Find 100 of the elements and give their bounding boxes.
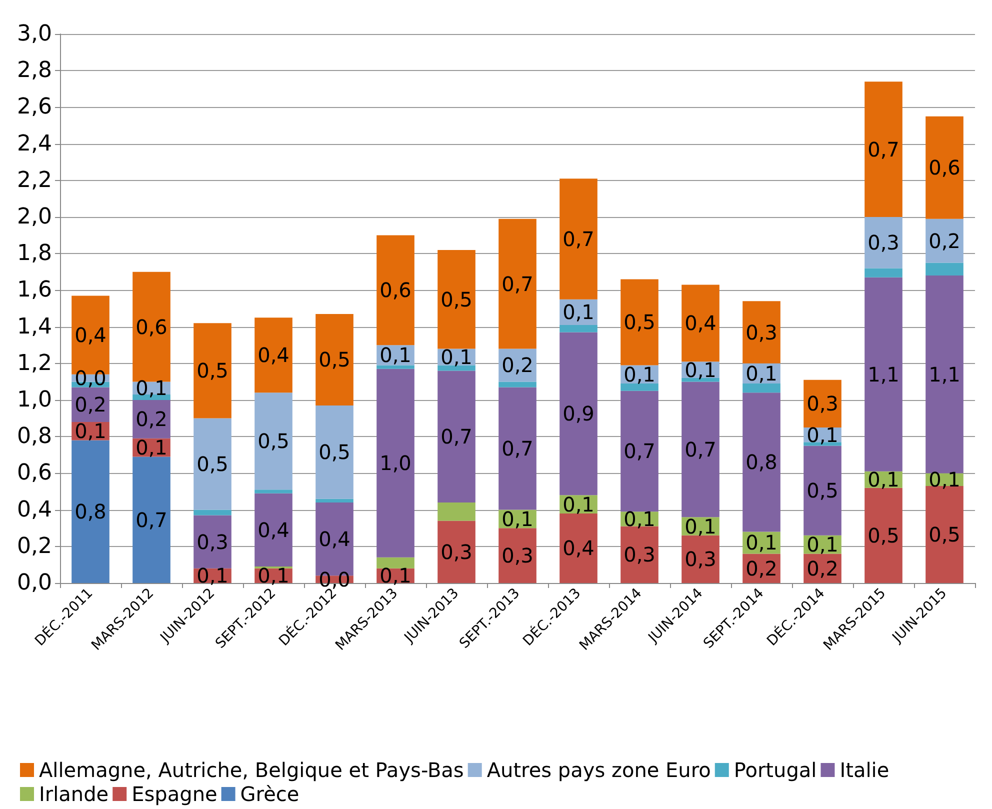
data-label: 0,1	[136, 436, 168, 460]
data-label: 0,1	[74, 419, 106, 444]
data-label: 0,7	[684, 437, 716, 462]
legend-label: Italie	[840, 758, 890, 782]
bar	[194, 510, 232, 516]
data-label: 0,5	[318, 348, 350, 372]
bar	[498, 528, 536, 583]
data-label: 0,5	[258, 429, 290, 454]
data-label: 0,1	[502, 506, 534, 531]
data-label: 0,1	[684, 358, 716, 382]
bar	[376, 365, 414, 369]
legend-label: Portugal	[734, 758, 817, 782]
data-label: 0,1	[136, 376, 168, 400]
y-tick-label: 1,6	[17, 278, 52, 303]
bar	[438, 520, 476, 583]
bar	[72, 440, 110, 583]
bar	[560, 513, 598, 583]
data-label: 0,5	[196, 452, 228, 476]
data-label: 0,1	[868, 468, 900, 492]
data-label: 0,3	[684, 547, 716, 572]
y-tick-label: 0,4	[17, 497, 52, 522]
data-label: 0,4	[562, 536, 594, 560]
data-label: 0,1	[380, 564, 412, 588]
legend-label: Allemagne, Autriche, Belgique et Pays-Bas	[39, 758, 464, 782]
y-tick-label: 2,2	[17, 168, 52, 193]
bar	[194, 323, 232, 418]
bar	[254, 318, 292, 393]
data-label: 0,5	[318, 440, 350, 464]
bar	[926, 262, 964, 276]
data-label: 0,3	[440, 540, 472, 564]
data-label: 0,6	[136, 314, 168, 339]
bar	[194, 515, 232, 568]
data-label: 1,1	[928, 362, 960, 386]
y-tick-label: 1,2	[17, 350, 52, 376]
data-label: 0,1	[684, 514, 716, 538]
data-label: 0,5	[868, 523, 900, 548]
bar	[438, 370, 476, 502]
data-label: 0,2	[806, 556, 838, 580]
data-label: 0,1	[196, 564, 228, 588]
bar	[864, 268, 902, 278]
data-label: 0,5	[196, 358, 228, 383]
data-label: 0,7	[440, 424, 472, 449]
bar	[926, 276, 964, 474]
bar	[742, 301, 780, 364]
data-label: 0,4	[74, 323, 106, 348]
bar	[498, 382, 536, 388]
bar	[926, 116, 964, 219]
data-label: 0,1	[258, 564, 290, 588]
bar	[316, 498, 354, 502]
data-label: 0,1	[746, 530, 778, 555]
data-label: 0,5	[440, 287, 472, 312]
bar	[864, 217, 902, 268]
data-label: 0,4	[258, 343, 290, 368]
data-label: 0,5	[928, 522, 960, 547]
data-label: 0,5	[624, 310, 656, 334]
bar	[438, 250, 476, 349]
data-label: 0,9	[562, 402, 594, 426]
bar	[620, 390, 658, 512]
bar	[742, 392, 780, 532]
data-label: 0,4	[258, 518, 290, 542]
bar	[682, 535, 720, 583]
y-tick-label: 2,8	[17, 58, 52, 84]
bar	[682, 284, 720, 362]
data-label: 0,1	[746, 361, 778, 386]
data-label: 1,0	[380, 451, 412, 476]
data-label: 0,7	[502, 272, 534, 296]
y-tick-label: 2,6	[17, 94, 52, 120]
data-label: 0,7	[502, 436, 534, 460]
y-tick-label: 1,4	[17, 314, 52, 340]
y-tick-label: 2,4	[17, 131, 52, 156]
data-label: 0,1	[624, 506, 656, 531]
data-label: 0,2	[746, 556, 778, 580]
data-label: 0,1	[562, 300, 594, 324]
data-label: 0,6	[380, 278, 412, 302]
legend-label: Grèce	[240, 782, 300, 806]
data-label: 0,3	[868, 230, 900, 255]
bar	[376, 235, 414, 346]
legend-label: Irlande	[39, 782, 109, 806]
y-tick-label: 1,0	[17, 388, 52, 412]
data-label: 0,5	[806, 478, 838, 503]
bar	[376, 557, 414, 568]
data-label: 0,1	[624, 362, 656, 386]
bar	[194, 418, 232, 510]
data-label: 0,3	[806, 392, 838, 416]
bar	[682, 378, 720, 382]
data-label: 0,8	[746, 450, 778, 474]
y-tick-label: 0,8	[17, 424, 52, 450]
bar	[254, 392, 292, 490]
data-label: 0,1	[562, 492, 594, 516]
bar	[620, 279, 658, 366]
bar	[742, 384, 780, 393]
legend-label: Espagne	[132, 782, 218, 806]
bar	[804, 380, 842, 428]
bar	[132, 272, 170, 382]
bar	[132, 456, 170, 583]
bar	[254, 490, 292, 494]
data-label: 0,2	[136, 407, 168, 432]
bar	[316, 314, 354, 406]
data-label: 0,1	[440, 344, 472, 369]
y-tick-label: 0,6	[17, 460, 52, 486]
